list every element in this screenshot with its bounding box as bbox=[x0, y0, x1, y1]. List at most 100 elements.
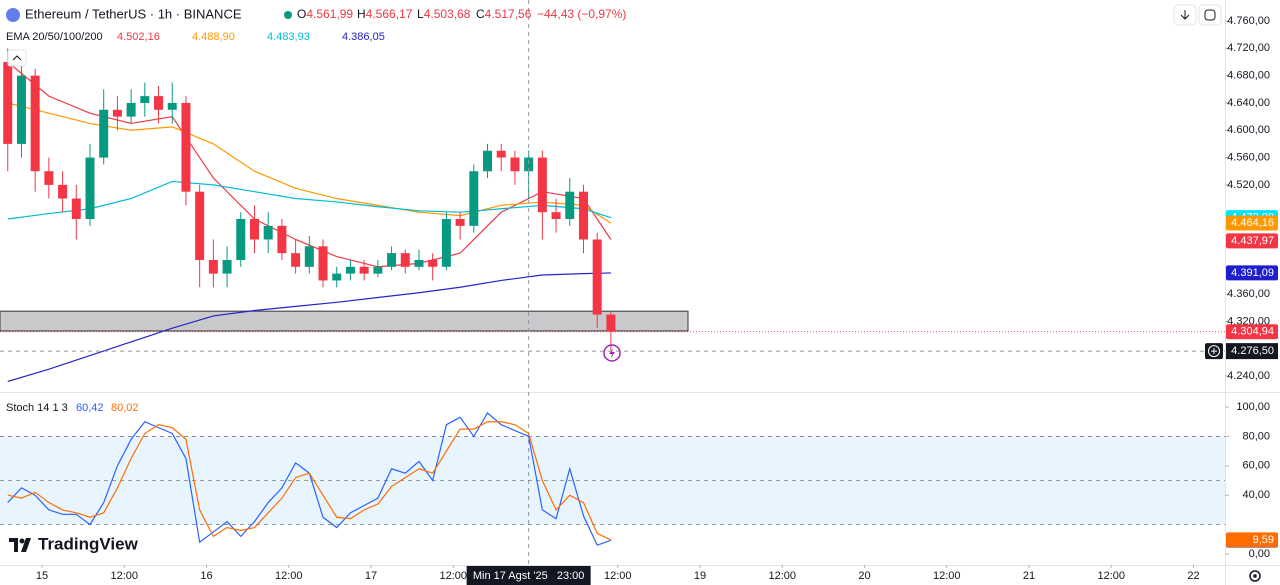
candle-body bbox=[16, 75, 26, 144]
y-tick-label: 4.640,00 bbox=[1227, 97, 1270, 109]
candle-body bbox=[496, 150, 506, 158]
market-status bbox=[284, 11, 292, 19]
x-tick-label: 12:00 bbox=[110, 570, 138, 582]
collapse-icon bbox=[12, 55, 22, 61]
price-label-bg bbox=[1226, 532, 1278, 548]
crosshair-x-bg bbox=[466, 566, 591, 585]
symbol: Ethereum / TetherUS · 1h · BINANCE bbox=[25, 6, 242, 21]
fullscreen-icon bbox=[1204, 9, 1216, 21]
event-icon[interactable] bbox=[603, 344, 621, 362]
price-label: 4.391,09 bbox=[1231, 267, 1274, 279]
candle-body bbox=[222, 259, 232, 274]
candle-body bbox=[3, 61, 13, 144]
indicator-line bbox=[7, 272, 611, 383]
candle-body bbox=[373, 266, 383, 274]
x-tick-label: 12:00 bbox=[275, 570, 303, 582]
settings-icon[interactable] bbox=[1249, 570, 1261, 582]
ohlc-key: H bbox=[357, 7, 366, 21]
ohlc-value: 4.517,56 bbox=[485, 7, 532, 21]
candle-body bbox=[400, 253, 410, 267]
legend-value: 60,42 bbox=[76, 402, 104, 414]
candle-body bbox=[195, 191, 205, 260]
candle-body bbox=[345, 266, 355, 274]
x-tick-label: 22 bbox=[1187, 570, 1199, 582]
add-icon bbox=[1208, 345, 1220, 358]
candle-body bbox=[537, 157, 547, 213]
candle-body bbox=[359, 266, 369, 274]
candle-body bbox=[592, 239, 602, 315]
y-tick-label: 4.240,00 bbox=[1227, 370, 1270, 382]
zone bbox=[0, 310, 689, 332]
candle-body bbox=[441, 219, 451, 267]
ema-legend: EMA 20/50/100/200 bbox=[6, 31, 103, 43]
indicator-line bbox=[7, 102, 612, 224]
ohlc-value: 4.561,99 bbox=[306, 7, 353, 21]
candle-body bbox=[524, 157, 534, 172]
candle-body bbox=[318, 246, 328, 281]
candle-body bbox=[99, 109, 109, 158]
y-tick-label: 4.600,00 bbox=[1227, 124, 1270, 136]
y-tick-label: 4.680,00 bbox=[1227, 70, 1270, 82]
candle-body bbox=[44, 171, 54, 185]
indicator-line bbox=[7, 180, 612, 220]
y-tick-label: 0,00 bbox=[1249, 548, 1270, 560]
band bbox=[0, 436, 1225, 525]
x-tick-label: 16 bbox=[200, 570, 212, 582]
candle-body bbox=[167, 102, 177, 110]
candle-body bbox=[85, 157, 95, 220]
y-tick-label: 4.720,00 bbox=[1227, 42, 1270, 54]
candle-body bbox=[455, 219, 465, 226]
candle-body bbox=[154, 96, 164, 110]
candle-body bbox=[469, 171, 479, 226]
x-tick-label: 17 bbox=[365, 570, 377, 582]
toolbar-button[interactable] bbox=[1198, 4, 1222, 26]
y-tick-label: 60,00 bbox=[1242, 460, 1270, 472]
candle-body bbox=[112, 109, 122, 117]
x-tick-label: 12:00 bbox=[604, 570, 632, 582]
ohlc: O4.561,99 H4.566,17 L4.503,68 C4.517,56 … bbox=[297, 7, 626, 21]
price-label: 4.437,97 bbox=[1231, 235, 1274, 247]
candle-body bbox=[483, 150, 493, 172]
x-tick-label: 12:00 bbox=[768, 570, 796, 582]
crosshair-y-label: 4.276,50 bbox=[1231, 345, 1274, 357]
candle-body bbox=[414, 259, 424, 267]
candle-body bbox=[304, 246, 314, 267]
logo-text: TradingView bbox=[38, 534, 139, 553]
logo: TradingView bbox=[9, 534, 139, 553]
x-tick-label: 15 bbox=[36, 570, 48, 582]
price-label-bg bbox=[1226, 233, 1278, 249]
candle-body bbox=[277, 225, 287, 254]
logo-dot bbox=[19, 538, 25, 544]
y-tick-label: 40,00 bbox=[1242, 489, 1270, 501]
indicator-line bbox=[7, 421, 612, 541]
candle-body bbox=[291, 253, 301, 267]
crosshair-x-label: Min 17 Agst '25 23:00 bbox=[473, 570, 585, 582]
candle-body bbox=[236, 219, 246, 260]
y-tick-label: 4.760,00 bbox=[1227, 15, 1270, 27]
stoch-legend: Stoch 14 1 3 bbox=[6, 402, 68, 414]
legend-value: 80,02 bbox=[111, 402, 139, 414]
indicator-line bbox=[7, 61, 612, 268]
legend-value: 4.488,90 bbox=[192, 31, 235, 43]
y-tick-label: 4.560,00 bbox=[1227, 151, 1270, 163]
price-label: 4.304,94 bbox=[1231, 326, 1274, 338]
collapse-button[interactable] bbox=[7, 49, 27, 67]
download-icon bbox=[1180, 10, 1190, 20]
ohlc-key: O bbox=[297, 7, 306, 21]
legend-value: 4.483,93 bbox=[267, 31, 310, 43]
price-label: 9,59 bbox=[1253, 534, 1274, 546]
candle-body bbox=[606, 314, 616, 332]
settings-dot bbox=[1253, 574, 1257, 578]
symbol-icon bbox=[6, 8, 20, 22]
price-label-bg bbox=[1226, 215, 1278, 231]
y-tick-label: 4.360,00 bbox=[1227, 288, 1270, 300]
ohlc-value: 4.503,68 bbox=[424, 7, 471, 21]
crosshair-y-bg bbox=[1226, 343, 1278, 360]
x-tick-label: 12:00 bbox=[1097, 570, 1125, 582]
candle-body bbox=[208, 259, 218, 274]
x-tick-label: 12:00 bbox=[933, 570, 961, 582]
candle-body bbox=[428, 259, 438, 267]
candle-body bbox=[565, 191, 575, 220]
price-label-bg bbox=[1226, 265, 1278, 281]
